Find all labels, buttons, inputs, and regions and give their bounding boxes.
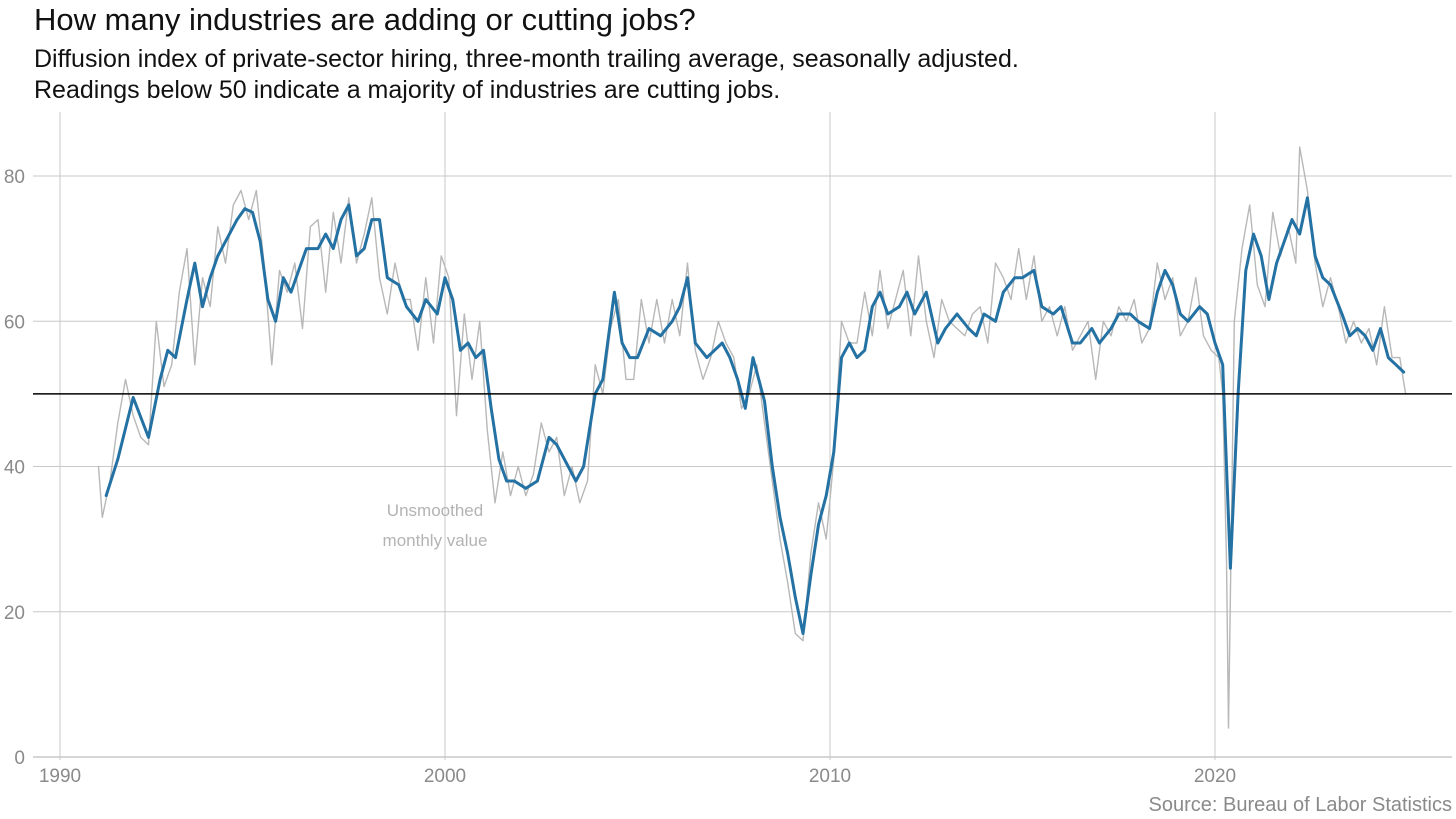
source-note: Source: Bureau of Labor Statistics xyxy=(1148,794,1453,816)
y-tick-label: 0 xyxy=(14,748,25,769)
y-tick-label: 80 xyxy=(4,167,25,188)
chart-subtitle: Diffusion index of private-sector hiring… xyxy=(34,44,1434,106)
y-tick-label: 20 xyxy=(4,603,25,624)
subtitle-line-2: Readings below 50 indicate a majority of… xyxy=(34,76,781,104)
y-tick-label: 60 xyxy=(4,312,25,333)
annotation-label: monthly value xyxy=(383,531,488,550)
series-line-unsmoothed xyxy=(97,146,1407,729)
y-tick-label: 40 xyxy=(4,458,25,479)
x-tick-label: 2000 xyxy=(424,766,466,787)
chart-title: How many industries are adding or cuttin… xyxy=(34,2,696,37)
x-tick-label: 2010 xyxy=(809,766,851,787)
subtitle-line-1: Diffusion index of private-sector hiring… xyxy=(34,45,1019,73)
series-line-smoothed xyxy=(104,196,1406,635)
x-tick-label: 1990 xyxy=(39,766,81,787)
x-tick-label: 2020 xyxy=(1194,766,1236,787)
annotation-label: Unsmoothed xyxy=(387,501,483,520)
